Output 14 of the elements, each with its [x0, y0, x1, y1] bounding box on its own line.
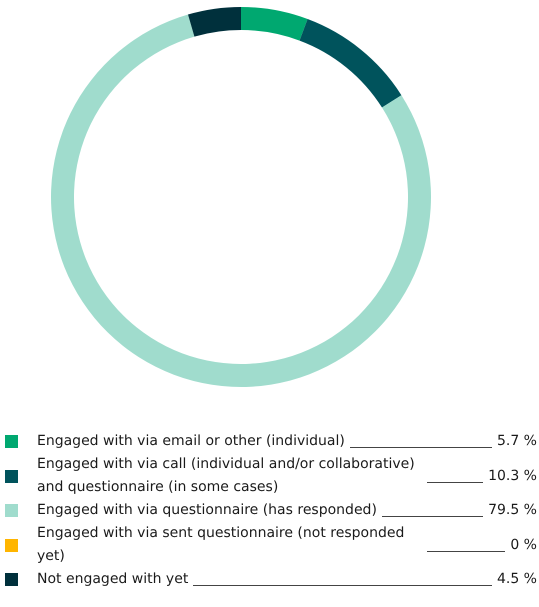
data-label: 5.7 % — [496, 432, 537, 451]
data-label: 10.3 % — [488, 466, 537, 486]
donut-slice — [241, 7, 308, 41]
legend-label: Engaged with via call (individual and/or collaborative) and questionnaire (in some cases) — [37, 455, 416, 497]
donut-slice — [51, 14, 431, 387]
legend-label: Engaged with via sent questionnaire (not responded yet) — [37, 524, 406, 566]
text: 0 % — [510, 536, 537, 552]
donut-slice — [188, 7, 241, 37]
donut-slice — [300, 19, 402, 108]
legend-label: Engaged with via questionnaire (has responded) — [37, 501, 377, 520]
data-label: 4.5 % — [496, 570, 537, 589]
data-label: 79.5 % — [488, 501, 537, 520]
legend-label: Engaged with via email or other (individual) — [37, 432, 345, 451]
legend-label: Not engaged with yet — [37, 570, 188, 589]
